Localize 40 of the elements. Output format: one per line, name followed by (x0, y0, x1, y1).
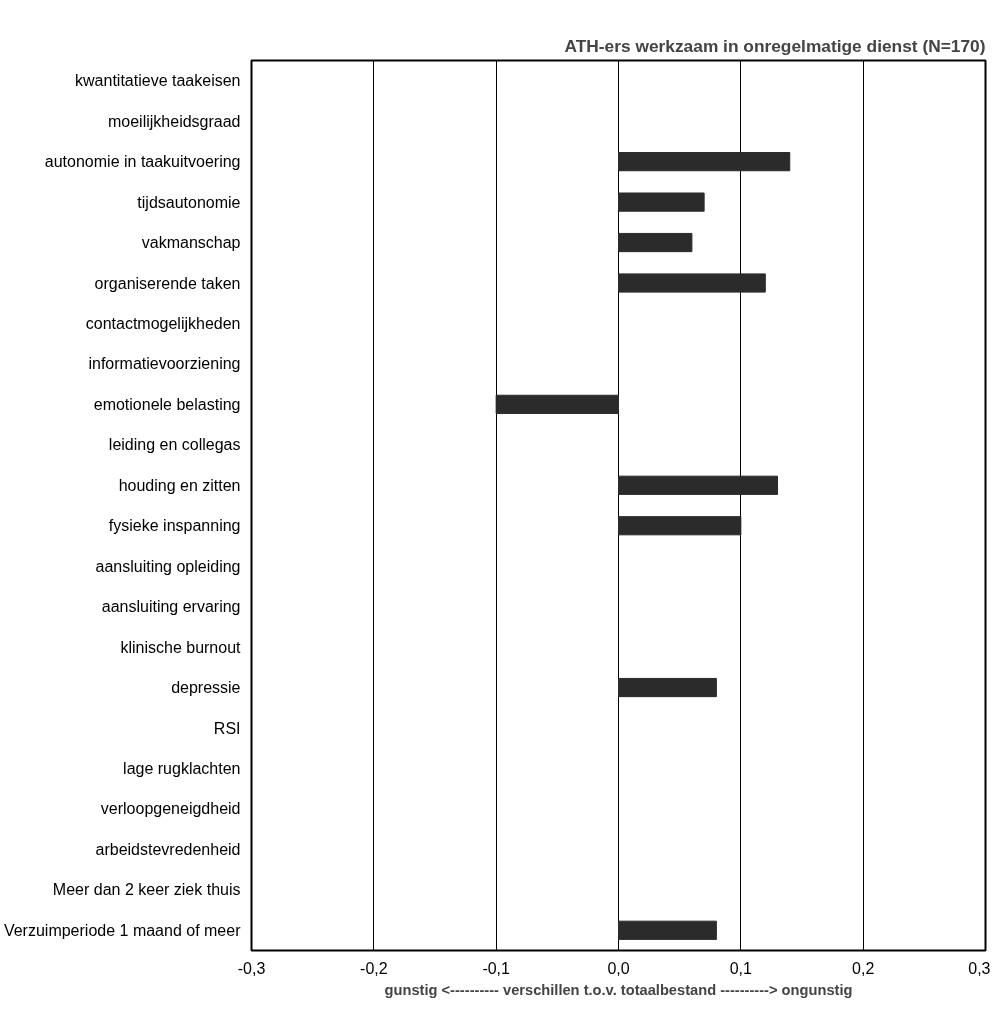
y-tick-label: RSI (213, 719, 241, 737)
bar (618, 475, 779, 495)
y-tick-label: kwantitatieve taakeisen (75, 72, 241, 90)
y-tick-label: Verzuimperiode 1 maand of meer (3, 921, 242, 939)
y-tick-label: vakmanschap (141, 234, 241, 252)
y-tick-label: informatievoorziening (88, 355, 241, 373)
bar (618, 152, 791, 172)
y-tick-label: moeilijkheidsgraad (107, 112, 241, 130)
y-tick-label: houding en zitten (118, 476, 241, 494)
y-tick-label: leiding en collegas (108, 436, 241, 454)
x-tick-label: 0,3 (968, 959, 991, 977)
y-tick-label: Meer dan 2 keer ziek thuis (52, 881, 241, 899)
bar (618, 516, 742, 536)
x-tick-label: -0,1 (482, 959, 511, 977)
y-tick-label: fysieke inspanning (108, 517, 241, 535)
x-tick-label: -0,2 (360, 959, 388, 977)
bar (495, 394, 619, 414)
bar (618, 677, 717, 698)
x-tick-label: 0,2 (852, 959, 875, 977)
y-tick-label: verloopgeneigdheid (100, 800, 241, 818)
bar (618, 232, 693, 253)
y-tick-label: arbeidstevredenheid (95, 840, 241, 858)
bar (618, 273, 766, 293)
y-tick-label: emotionele belasting (93, 395, 241, 413)
y-tick-label: aansluiting opleiding (95, 557, 241, 575)
y-tick-label: autonomie in taakuitvoering (44, 153, 241, 171)
x-axis-title: gunstig <---------- verschillen t.o.v. totaalbestand ----------> ongunstig (384, 981, 853, 998)
y-tick-label: klinische burnout (120, 638, 242, 656)
bar (618, 192, 705, 212)
y-tick-label: depressie (171, 679, 241, 697)
x-tick-label: 0,1 (729, 959, 753, 977)
bar (618, 920, 717, 940)
y-tick-label: aansluiting ervaring (101, 598, 241, 616)
y-tick-label: contactmogelijkheden (85, 314, 241, 332)
chart-title: ATH-ers werkzaam in onregelmatige dienst (N=170) (564, 35, 986, 56)
y-tick-label: tijdsautonomie (137, 193, 241, 211)
y-tick-label: organiserende taken (94, 274, 241, 292)
y-tick-label: lage rugklachten (123, 759, 241, 777)
x-tick-label: 0,0 (607, 959, 630, 977)
x-tick-label: -0,3 (237, 959, 266, 977)
